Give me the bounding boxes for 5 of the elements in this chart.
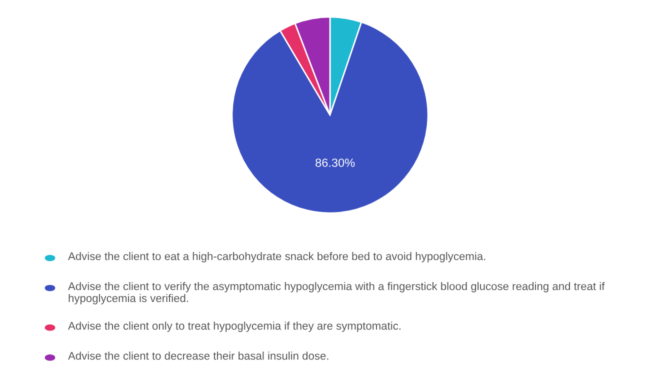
legend-label: Advise the client to eat a high-carbohydrate snack before bed to avoid hypoglycemia. bbox=[68, 252, 486, 262]
legend-label: Advise the client only to treat hypoglycemia if they are symptomatic. bbox=[68, 322, 400, 332]
legend-label: Advise the client to decrease their basal insulin dose. bbox=[68, 352, 328, 360]
legend-label: Advise the client to verify the asymptomatic hypoglycemia with a fingerstick blood glucose reading and treat if hypoglycemia is verified. bbox=[68, 282, 605, 304]
data-label: 86.30% bbox=[316, 158, 355, 167]
